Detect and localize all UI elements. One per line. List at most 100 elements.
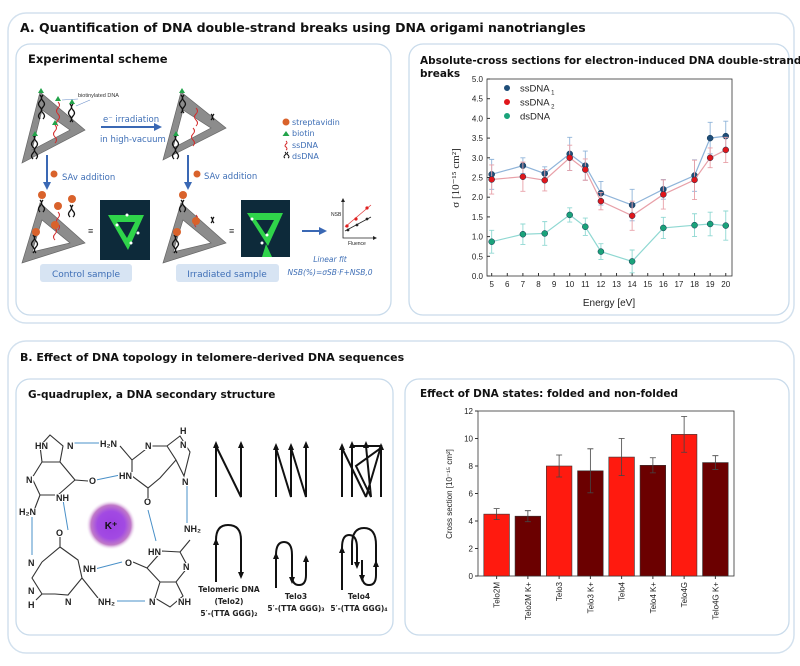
equivalence-sign: ≡ — [229, 226, 234, 236]
irradiated-sample-badge — [176, 264, 279, 282]
data-point-ssDNA2 — [488, 176, 495, 183]
bar-chart-title: Effect of DNA states: folded and non-fol… — [420, 388, 678, 400]
data-point-ssDNA2 — [597, 197, 605, 205]
telo3-label: Telo3 — [285, 592, 307, 601]
biotin-icon — [32, 88, 185, 136]
data-point-ssDNA2 — [691, 176, 698, 184]
y-tick-label: 1.0 — [472, 233, 484, 242]
atom-label: N — [149, 597, 156, 607]
data-point-ssDNA2 — [566, 154, 573, 162]
legend-label-subscript: 1 — [551, 91, 555, 97]
y-tick-label: 4.0 — [472, 114, 484, 123]
y-tick-label: 0.5 — [472, 252, 484, 261]
arrow-icon — [43, 123, 327, 235]
irradiated-sample-label: Irradiated sample — [187, 270, 267, 280]
y-tick-label: 10 — [464, 435, 473, 444]
x-tick-label: 18 — [690, 280, 699, 289]
atom-label: H — [180, 426, 187, 436]
legend-streptavidin: streptavidin — [292, 118, 340, 127]
data-point-ssDNA2 — [660, 191, 667, 198]
data-point-dsDNA — [597, 248, 605, 255]
atom-label: NH₂ — [98, 597, 115, 607]
ssdna-icon — [53, 101, 198, 241]
data-point-dsDNA — [566, 211, 573, 219]
y-tick-label: 5.0 — [472, 75, 484, 84]
legend-biotin: biotin — [292, 129, 315, 138]
dsdna-icon — [283, 151, 290, 159]
error-bar — [493, 508, 500, 521]
x-tick-label: 16 — [659, 280, 668, 289]
bar-chart: 0 2 4 6 8 10 12 Cross section [10⁻¹⁵ cm²] Telo2M… — [445, 407, 735, 620]
line-chart: 0.0 0.5 1.0 1.5 2.0 2.5 3.0 3.5 4.0 4.5 5.0 5 6 7 8 9 10… — [450, 75, 733, 309]
atom-label: N — [182, 477, 189, 487]
x-tick-label: 19 — [706, 280, 715, 289]
mini-plot-x-label: Fluence — [348, 241, 366, 247]
data-point-ssDNA2 — [582, 166, 589, 173]
legend-marker — [504, 113, 510, 119]
atom-label: N — [180, 440, 187, 450]
afm-image-control — [100, 200, 150, 260]
data-point-dsDNA — [706, 220, 714, 228]
data-point-dsDNA — [519, 230, 527, 238]
atom-label: O — [56, 528, 63, 538]
y-axis-label: Cross section [10⁻¹⁵ cm²] — [445, 449, 454, 539]
x-tick-label: Telo4 — [618, 581, 627, 601]
error-bar — [618, 438, 625, 477]
y-tick-label: 12 — [464, 407, 473, 416]
x-tick-label: 6 — [505, 280, 510, 289]
x-tick-label: 7 — [521, 280, 526, 289]
atom-label-bg — [27, 587, 36, 595]
x-tick-label: 11 — [581, 280, 590, 289]
bar — [483, 513, 510, 577]
atom-label-bg — [25, 476, 34, 484]
y-tick-label: 2.0 — [472, 193, 484, 202]
y-tick-label: 4 — [469, 517, 474, 526]
biotin-icon — [282, 131, 290, 136]
atom-label: HN — [35, 441, 48, 451]
y-tick-label: 3.0 — [472, 154, 484, 163]
atom-label-bg — [27, 601, 36, 609]
y-tick-label: 6 — [469, 490, 474, 499]
linear-fit-title: Linear fit — [313, 255, 348, 264]
x-axis-label: Energy [eV] — [583, 298, 635, 309]
atom-label-bg — [147, 548, 162, 556]
y-tick-label: 2 — [469, 545, 474, 554]
x-tick-label: 8 — [536, 280, 541, 289]
data-point-ssDNA2 — [706, 154, 714, 162]
atom-label: H₂N — [100, 439, 117, 449]
atom-label-bg — [55, 529, 65, 537]
telo2-sequence: 5′-(TTA GGG)₂ — [200, 609, 257, 618]
mini-plot-y-label: NSB — [331, 212, 342, 218]
linear-fit-formula: NSB(%)=σSB·F+NSB,0 — [287, 268, 372, 277]
legend-label: ssDNA — [520, 98, 550, 109]
legend-label: ssDNA — [520, 84, 550, 95]
cross-section-panel — [408, 43, 790, 316]
error-bar — [712, 455, 719, 470]
atom-label: O — [125, 558, 132, 568]
atom-label: N — [28, 586, 35, 596]
atom-label: N — [28, 558, 35, 568]
error-bar — [524, 510, 531, 523]
legend-label-subscript: 2 — [551, 105, 555, 111]
bar — [671, 434, 698, 577]
y-tick-label: 0 — [469, 572, 474, 581]
hydrogen-bonds — [31, 442, 188, 602]
legend-label: dsDNA — [520, 112, 551, 123]
sav-addition-label: SAv addition — [62, 173, 115, 183]
error-bar — [556, 454, 563, 478]
atom-label-bg — [64, 598, 73, 606]
x-tick-label: 10 — [565, 280, 574, 289]
ssdna-icon — [284, 140, 288, 151]
bar — [639, 465, 666, 577]
dsdna-icon — [30, 94, 215, 254]
atom-label-bg — [82, 565, 97, 573]
data-point-ssDNA1 — [706, 134, 714, 142]
atom-label-bg — [118, 472, 133, 480]
atom-label-bg — [181, 478, 190, 486]
y-tick-label: 4.5 — [472, 95, 484, 104]
atom-label-bg — [27, 559, 36, 567]
atom-label: NH₂ — [184, 524, 201, 534]
atom-label-bg — [124, 559, 134, 567]
atom-label-bg — [18, 508, 37, 516]
